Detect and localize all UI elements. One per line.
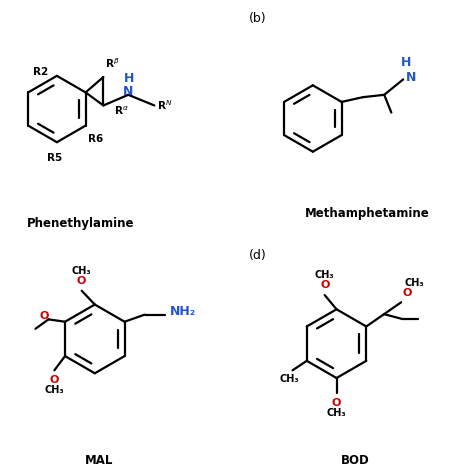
Text: BOD: BOD <box>341 455 370 467</box>
Text: R6: R6 <box>88 134 103 144</box>
Text: O: O <box>39 311 49 321</box>
Text: R$^N$: R$^N$ <box>157 98 173 112</box>
Text: Phenethylamine: Phenethylamine <box>27 218 134 230</box>
Text: R5: R5 <box>47 153 62 163</box>
Text: CH₃: CH₃ <box>279 374 299 384</box>
Text: R$^\alpha$: R$^\alpha$ <box>114 104 129 117</box>
Text: CH₃: CH₃ <box>45 385 64 395</box>
Text: (d): (d) <box>249 249 266 262</box>
Text: meo: meo <box>82 275 85 276</box>
Text: N: N <box>123 85 134 99</box>
Text: H: H <box>401 56 411 69</box>
Text: O: O <box>50 374 59 384</box>
Text: NH₂: NH₂ <box>170 305 196 318</box>
Text: CH₃: CH₃ <box>72 266 91 276</box>
Text: O: O <box>320 280 329 290</box>
Text: MAL: MAL <box>85 455 114 467</box>
Text: H: H <box>124 72 134 85</box>
Text: R$^\beta$: R$^\beta$ <box>105 56 119 70</box>
Text: CH₃: CH₃ <box>315 270 335 280</box>
Text: N: N <box>406 71 416 83</box>
Text: (b): (b) <box>249 12 266 25</box>
Text: CH₃: CH₃ <box>327 408 346 418</box>
Text: CH₃: CH₃ <box>405 278 424 288</box>
Text: R2: R2 <box>33 67 49 77</box>
Text: O: O <box>402 288 412 298</box>
Text: Methamphetamine: Methamphetamine <box>305 207 430 220</box>
Text: O: O <box>332 398 341 408</box>
Text: O: O <box>77 276 86 286</box>
